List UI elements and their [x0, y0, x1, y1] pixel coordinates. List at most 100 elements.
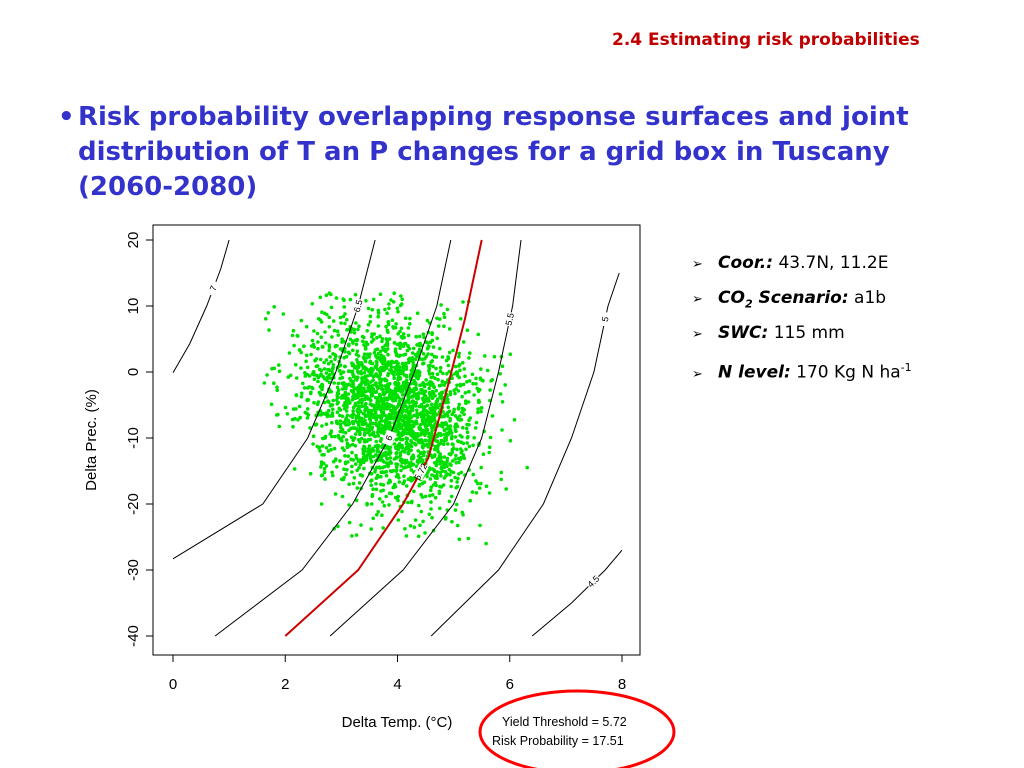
scatter-point: [348, 337, 353, 342]
scatter-point: [385, 463, 390, 468]
scatter-point: [447, 467, 452, 472]
scatter-point: [407, 357, 411, 362]
scatter-point: [430, 332, 434, 337]
scatter-point: [423, 494, 428, 499]
scatter-point: [375, 347, 380, 352]
scatter-point: [456, 456, 461, 461]
scatter-point: [369, 527, 374, 531]
scatter-point: [395, 361, 400, 366]
scatter-point: [329, 359, 334, 364]
scatter-point: [375, 447, 380, 451]
scatter-point: [330, 335, 334, 339]
scatter-point: [362, 458, 367, 463]
scatter-point: [457, 351, 462, 356]
scatter-point: [373, 468, 378, 472]
scatter-point: [353, 419, 358, 423]
scatter-point: [472, 436, 477, 440]
scatter-point: [445, 372, 449, 376]
scatter-point: [410, 394, 415, 399]
scatter-point: [508, 352, 513, 357]
scatter-point: [466, 434, 470, 439]
scatter-point: [381, 410, 386, 415]
scatter-point: [454, 370, 459, 374]
scatter-point: [338, 422, 343, 427]
scatter-point: [457, 460, 461, 465]
scatter-point: [400, 418, 405, 423]
scatter-point: [474, 479, 478, 483]
scatter-point: [393, 365, 397, 370]
scatter-point: [316, 340, 320, 344]
scatter-point: [288, 373, 293, 378]
scatter-point: [425, 474, 429, 479]
scatter-point: [365, 501, 369, 506]
scatter-point: [312, 372, 316, 377]
scatter-point: [305, 372, 310, 377]
scatter-point: [352, 374, 356, 379]
scatter-point: [442, 462, 446, 467]
scatter-point: [277, 363, 281, 367]
scatter-point: [363, 408, 367, 413]
scatter-point: [395, 472, 400, 477]
scatter-point: [415, 411, 419, 416]
scatter-point: [317, 446, 321, 450]
scatter-point: [436, 449, 440, 454]
scatter-point: [498, 372, 502, 376]
scatter-point: [402, 474, 406, 479]
scatter-point: [365, 329, 370, 333]
scatter-point: [449, 478, 454, 483]
scatter-point: [395, 342, 400, 347]
scatter-point: [343, 321, 347, 326]
scatter-point: [272, 366, 277, 371]
y-tick-label: 10: [125, 298, 142, 315]
scatter-point: [438, 402, 443, 407]
scatter-point: [366, 306, 371, 311]
scatter-point: [353, 462, 358, 466]
info-item-co2: ➢ CO2 Scenario: a1b: [692, 283, 912, 318]
scatter-point: [384, 494, 389, 499]
scatter-point: [357, 404, 361, 408]
scatter-point: [263, 317, 268, 321]
scatter-point: [353, 292, 358, 297]
scatter-point: [402, 479, 407, 483]
contour-layer: 76.565.5 54.55.72: [172, 239, 623, 637]
scatter-point: [431, 345, 436, 349]
scatter-point: [356, 428, 361, 433]
scatter-point: [453, 457, 458, 461]
scatter-point: [324, 293, 329, 298]
scatter-point: [343, 350, 347, 354]
scatter-point: [438, 452, 443, 456]
scatter-point: [457, 472, 461, 476]
scatter-point: [301, 381, 305, 386]
scatter-point: [443, 469, 448, 474]
scatter-point: [443, 381, 448, 385]
scatter-point: [419, 509, 424, 514]
scatter-point: [379, 399, 383, 404]
scatter-point: [346, 350, 351, 355]
contour-line-5.5: [329, 239, 522, 637]
scatter-point: [425, 403, 430, 408]
scatter-point: [445, 459, 449, 463]
scatter-point: [442, 428, 447, 433]
scatter-point: [400, 343, 405, 347]
scatter-point: [488, 388, 492, 392]
scatter-point: [386, 322, 391, 327]
scatter-point: [445, 456, 450, 461]
scatter-point: [430, 467, 435, 471]
section-title: 2.4 Estimating risk probabilities: [612, 30, 920, 50]
scatter-point: [308, 471, 313, 476]
y-axis-label: Delta Prec. (%): [83, 389, 100, 491]
scatter-point: [338, 429, 343, 434]
scatter-point: [358, 361, 362, 365]
scatter-point: [265, 373, 269, 377]
scatter-point: [342, 403, 346, 408]
scatter-point: [397, 388, 401, 393]
scatter-point: [362, 428, 367, 432]
scatter-point: [419, 391, 424, 395]
scatter-point: [430, 416, 435, 421]
scatter-point: [432, 447, 437, 452]
scatter-point: [370, 361, 375, 366]
scatter-point: [361, 339, 365, 344]
scatter-point: [430, 371, 435, 376]
scatter-point: [368, 314, 373, 319]
